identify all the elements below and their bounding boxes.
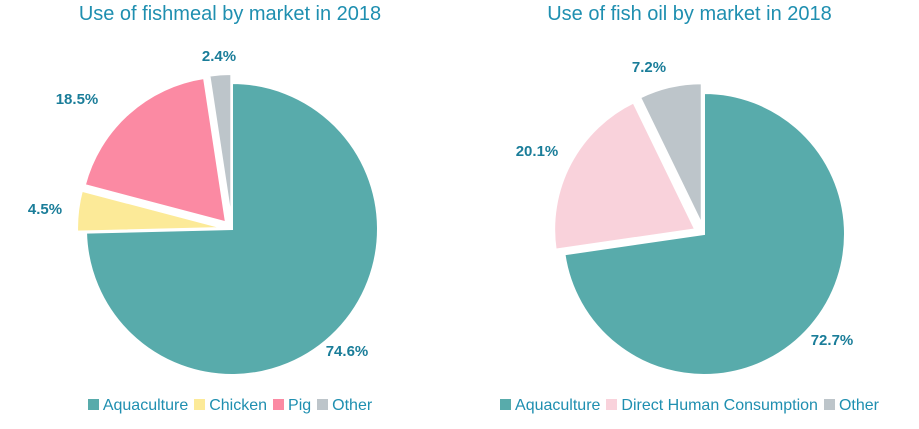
legend-item-chicken: Chicken [194, 397, 267, 415]
legend-swatch [500, 399, 512, 410]
legend-swatch [87, 399, 99, 410]
legend-swatch [273, 399, 285, 410]
pie-slice-aquaculture [563, 91, 846, 376]
legend-item-aquaculture: Aquaculture [87, 397, 189, 415]
legend-label: Other [838, 397, 879, 414]
chart-title: Use of fish oil by market in 2018 [547, 3, 832, 25]
fishmeal-legend: Aquaculture Chicken Pig Other [0, 397, 460, 415]
legend-label: Direct Human Consumption [621, 397, 818, 414]
legend-item-aquaculture: Aquaculture [500, 397, 600, 415]
data-label-pig: 18.5% [56, 91, 99, 108]
legend-swatch [823, 399, 835, 410]
legend-item-direct-human-consumption: Direct Human Consumption [606, 397, 818, 415]
legend-item-other: Other [317, 397, 372, 415]
data-label-other: 2.4% [202, 48, 236, 65]
data-label-chicken: 4.5% [28, 201, 62, 218]
data-label-other: 7.2% [632, 59, 666, 76]
chart-title: Use of fishmeal by market in 2018 [78, 3, 382, 25]
pie-slice-pig [83, 76, 228, 224]
legend-item-other: Other [823, 397, 879, 415]
legend-swatch [317, 399, 329, 410]
pie-slice-chicken [76, 189, 224, 233]
fishoil-chart: Use of fish oil by market in 2018 72.7% 2… [460, 0, 919, 429]
fishmeal-pie: 74.6% 4.5% 18.5% 2.4% [28, 48, 379, 376]
legend-label: Chicken [209, 397, 268, 414]
pie-slice-direct-human-consumption [553, 101, 697, 251]
legend-label: Other [332, 397, 373, 414]
pie-slice-other [638, 82, 703, 225]
fishoil-legend: Aquaculture Direct Human Consumption Other [460, 397, 919, 415]
legend-label: Aquaculture [515, 397, 601, 414]
legend-swatch [194, 399, 206, 410]
fishoil-pie: 72.7% 20.1% 7.2% [516, 59, 854, 376]
data-label-direct-human-consumption: 20.1% [516, 143, 559, 160]
data-label-aquaculture: 72.7% [811, 332, 854, 349]
legend-label: Pig [288, 397, 312, 414]
data-label-aquaculture: 74.6% [326, 343, 369, 360]
fishmeal-chart: Use of fishmeal by market in 2018 74.6% 4… [0, 3, 460, 415]
pie-slice-aquaculture [85, 81, 379, 376]
pie-slice-other [208, 73, 233, 221]
legend-swatch [606, 399, 618, 410]
legend-label: Aquaculture [102, 397, 189, 414]
legend-item-pig: Pig [273, 397, 311, 415]
